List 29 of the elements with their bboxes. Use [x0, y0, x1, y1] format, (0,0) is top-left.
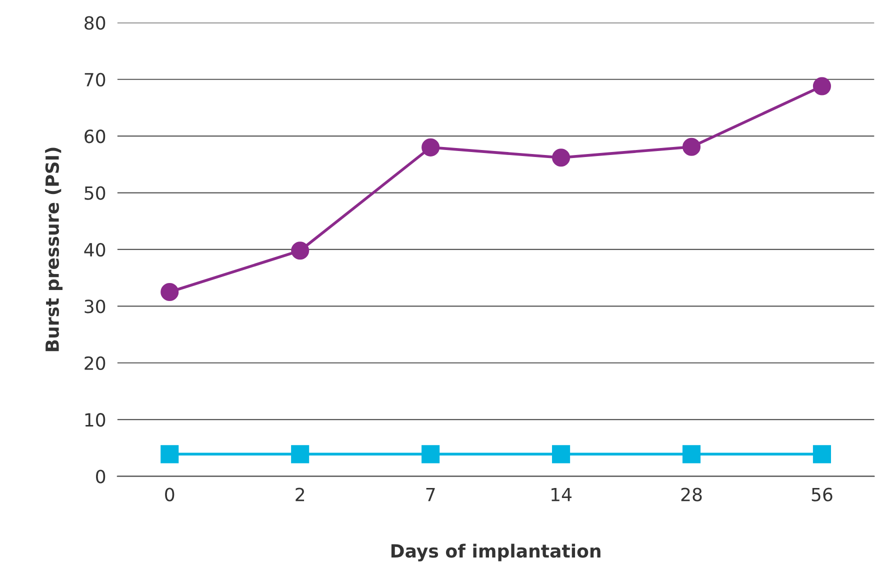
x-tick-label: 14: [552, 488, 572, 502]
x-tick-label: 0: [165, 488, 174, 502]
y-tick-label: 0: [96, 470, 106, 484]
x-tick-label: 7: [426, 488, 435, 502]
point: [160, 445, 179, 464]
point: [291, 242, 310, 260]
y-tick-label: 20: [84, 356, 106, 370]
y-tick-label: 40: [84, 242, 106, 257]
y-tick-label: 60: [84, 130, 106, 144]
x-tick-label: 28: [681, 488, 702, 502]
x-axis-title: Days of implantation: [391, 544, 600, 562]
y-axis-title: Burst pressure (PSI): [45, 148, 63, 352]
point: [552, 148, 570, 167]
point: [812, 77, 832, 96]
point: [812, 445, 832, 464]
y-tick-label: 80: [84, 16, 106, 30]
point: [160, 282, 179, 302]
y-tick-label: 50: [84, 186, 106, 200]
y-tick-label: 10: [85, 413, 106, 427]
point: [291, 445, 310, 464]
x-tick-label: 2: [296, 488, 304, 502]
point: [422, 138, 440, 156]
point: [682, 445, 701, 464]
point: [422, 445, 440, 464]
point: [682, 138, 701, 156]
y-tick-label: 30: [84, 300, 106, 314]
x-tick-label: 56: [812, 488, 832, 502]
point: [552, 445, 570, 464]
y-tick-label: 70: [84, 72, 106, 86]
